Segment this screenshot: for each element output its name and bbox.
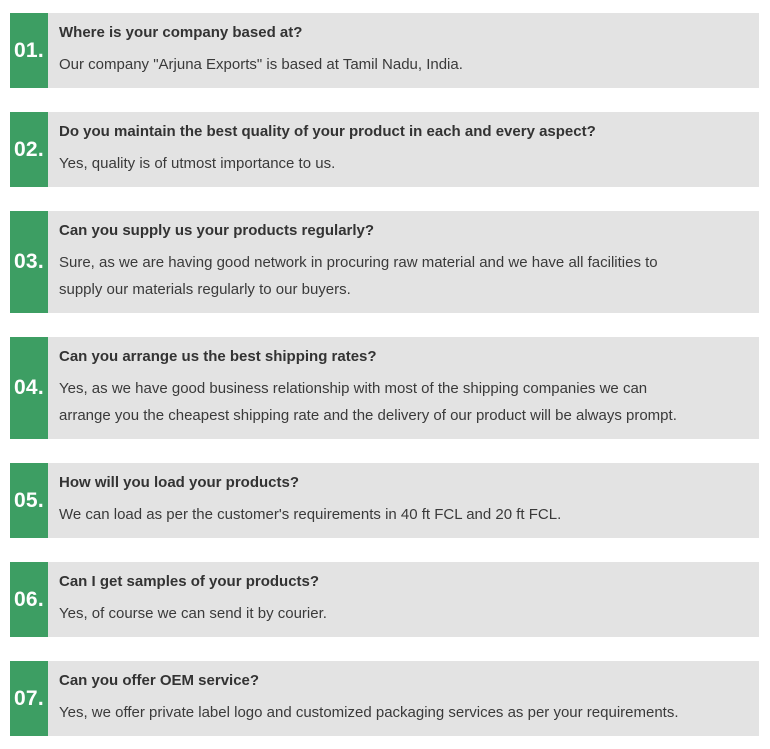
faq-number-badge: 05.	[10, 463, 48, 538]
faq-item-04: 04. Can you arrange us the best shipping…	[10, 337, 759, 439]
faq-content-panel: Where is your company based at? Our comp…	[48, 13, 759, 88]
faq-answer: Yes, of course we can send it by courier…	[59, 605, 327, 622]
faq-number-badge: 03.	[10, 211, 48, 313]
faq-answer: Our company "Arjuna Exports" is based at…	[59, 56, 463, 73]
faq-content-panel: Can you supply us your products regularl…	[48, 211, 759, 313]
faq-number-badge: 04.	[10, 337, 48, 439]
faq-question: Can I get samples of your products?	[59, 573, 320, 590]
faq-item-03: 03. Can you supply us your products regu…	[10, 211, 759, 313]
faq-item-02: 02. Do you maintain the best quality of …	[10, 112, 759, 187]
faq-question: Can you offer OEM service?	[59, 672, 260, 689]
faq-number-badge: 07.	[10, 661, 48, 736]
faq-question: Where is your company based at?	[59, 24, 303, 41]
faq-content-panel: Can you offer OEM service? Yes, we offer…	[48, 661, 759, 736]
faq-answer: Yes, quality is of utmost importance to …	[59, 155, 336, 172]
faq-answer: Yes, we offer private label logo and cus…	[59, 704, 679, 721]
faq-content-panel: Do you maintain the best quality of your…	[48, 112, 759, 187]
faq-number-badge: 06.	[10, 562, 48, 637]
faq-answer: Sure, as we are having good network in p…	[59, 254, 658, 298]
faq-question: How will you load your products?	[59, 474, 300, 491]
faq-question: Can you supply us your products regularl…	[59, 222, 375, 239]
faq-item-06: 06. Can I get samples of your products? …	[10, 562, 759, 637]
faq-answer: We can load as per the customer's requir…	[59, 506, 562, 523]
faq-content-panel: Can you arrange us the best shipping rat…	[48, 337, 759, 439]
faq-item-07: 07. Can you offer OEM service? Yes, we o…	[10, 661, 759, 736]
faq-number-badge: 01.	[10, 13, 48, 88]
faq-question: Can you arrange us the best shipping rat…	[59, 348, 377, 365]
faq-answer: Yes, as we have good business relationsh…	[59, 380, 677, 424]
faq-content-panel: Can I get samples of your products? Yes,…	[48, 562, 759, 637]
faq-item-05: 05. How will you load your products? We …	[10, 463, 759, 538]
faq-item-01: 01. Where is your company based at? Our …	[10, 13, 759, 88]
faq-question: Do you maintain the best quality of your…	[59, 123, 596, 140]
faq-content-panel: How will you load your products? We can …	[48, 463, 759, 538]
faq-number-badge: 02.	[10, 112, 48, 187]
